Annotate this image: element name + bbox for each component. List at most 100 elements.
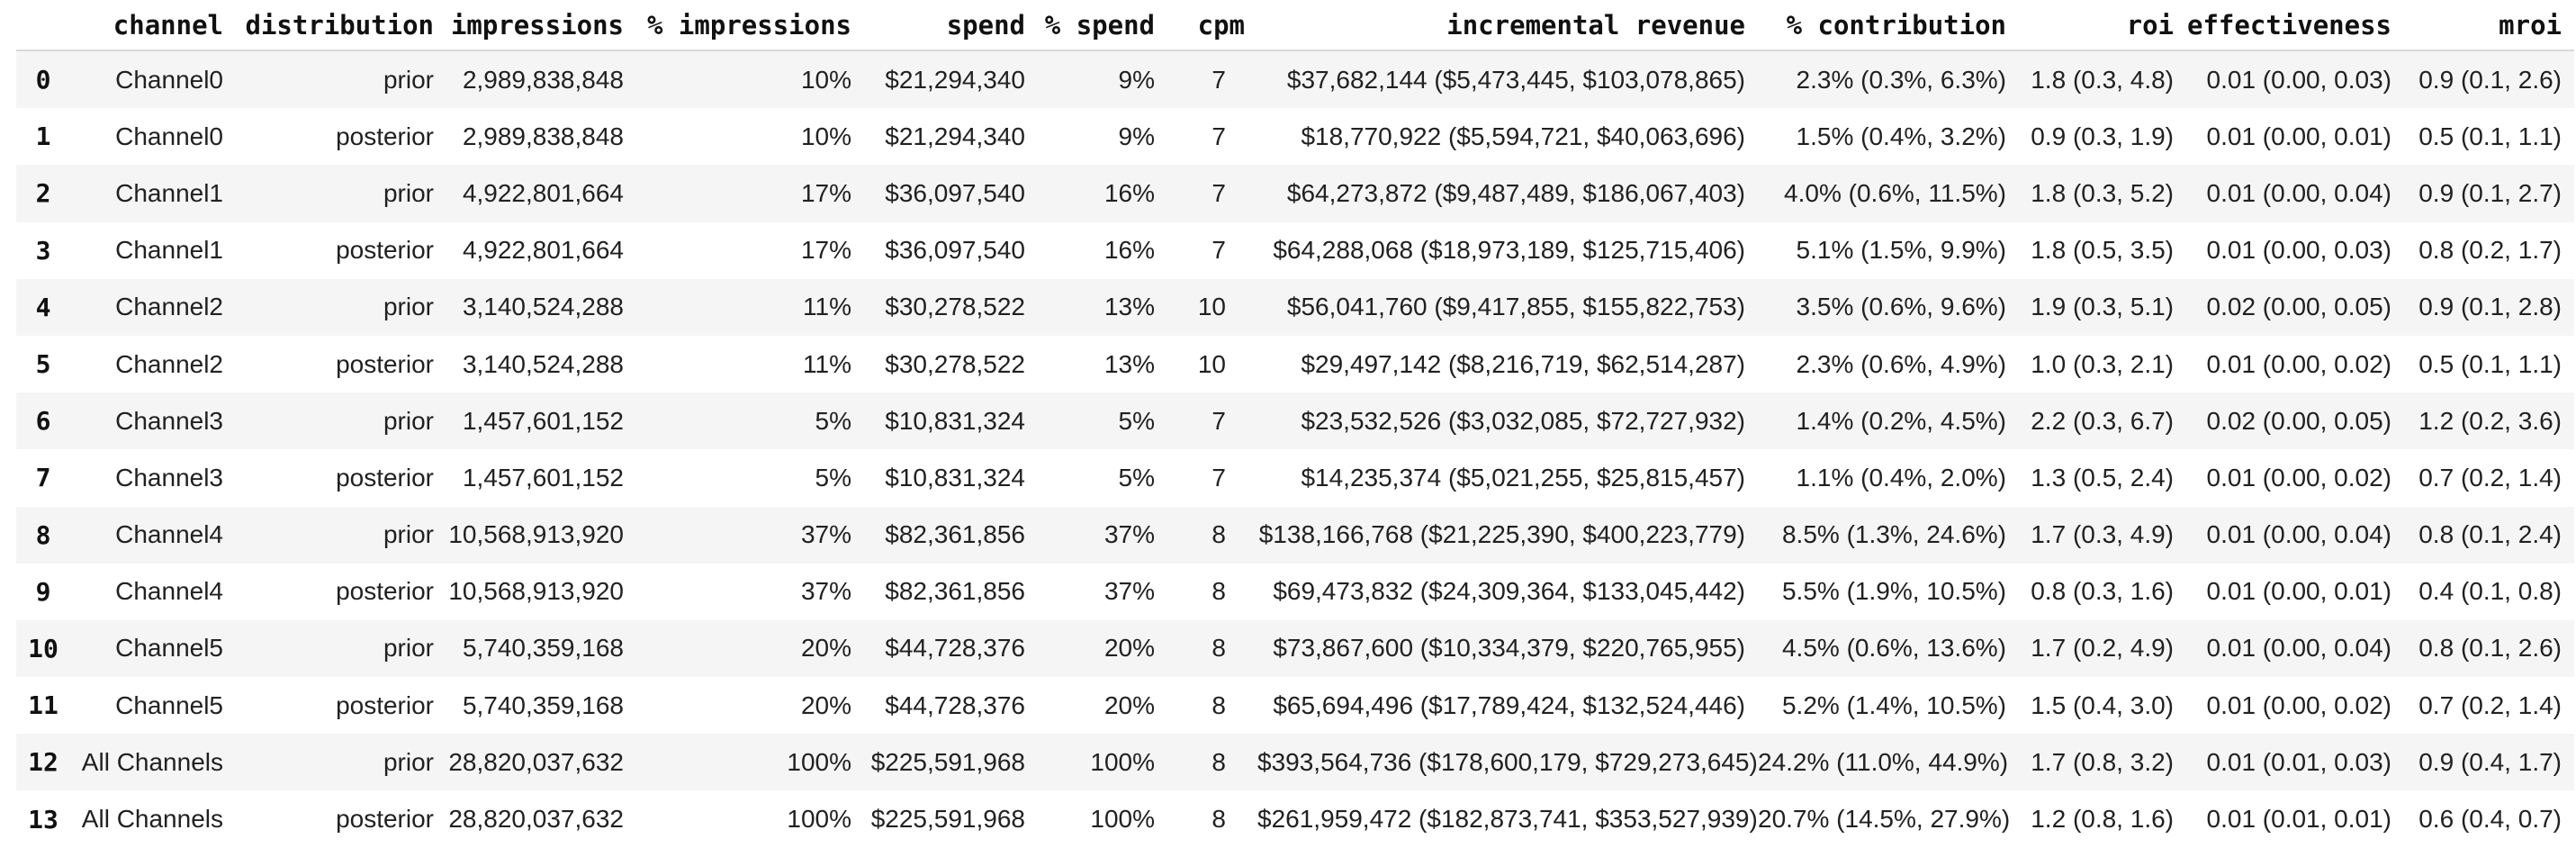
cell-pct-impressions: 11% <box>803 293 851 321</box>
cell-spend: $225,591,968 <box>870 805 1025 834</box>
column-header-pct-spend: % spend <box>1038 0 1167 51</box>
cell-cpm: 8 <box>1211 634 1226 663</box>
cell-pct-impressions: 100% <box>787 747 851 776</box>
cell-effectiveness: 0.01 (0.00, 0.01) <box>2206 122 2391 150</box>
cell-channel: Channel5 <box>115 634 223 663</box>
column-header-spend: spend <box>864 0 1038 51</box>
cell-impressions: 2,989,838,848 <box>462 65 624 94</box>
cell-cpm: 7 <box>1211 463 1226 492</box>
cell-channel: Channel5 <box>115 690 223 719</box>
cell-cpm: 8 <box>1211 690 1226 719</box>
cell-incremental-revenue: $393,564,736 ($178,600,179, $729,273,645… <box>1257 747 1758 776</box>
cell-pct-contribution: 4.0% (0.6%, 11.5%) <box>1784 178 2006 207</box>
cell-distribution: prior <box>383 406 434 435</box>
cell-pct-impressions: 17% <box>800 178 851 207</box>
cell-pct-contribution: 2.3% (0.6%, 4.9%) <box>1796 349 2006 378</box>
cell-channel: All Channels <box>81 747 223 776</box>
media-summary-table: channel distribution impressions% impressi… <box>16 0 2574 848</box>
table-row: 13 All Channels posterior 28,820,037,632 100… <box>16 790 2574 848</box>
cell-distribution: prior <box>383 747 434 776</box>
cell-pct-contribution: 1.1% (0.4%, 2.0%) <box>1796 463 2006 492</box>
cell-roi: 1.7 (0.8, 3.2) <box>2031 747 2174 776</box>
table-row: 5 Channel2 posterior 3,140,524,288 11% $30,27… <box>16 335 2574 393</box>
cell-spend: $21,294,340 <box>885 65 1025 94</box>
table-row: 6 Channel3 prior 1,457,601,152 5% $10,831,324… <box>16 392 2574 450</box>
row-index: 2 <box>35 178 51 209</box>
cell-distribution: prior <box>383 178 434 207</box>
cell-pct-spend: 100% <box>1090 805 1155 834</box>
cell-pct-spend: 13% <box>1103 293 1155 321</box>
table-body: 0 Channel0 prior 2,989,838,848 10% $21,294,34… <box>16 50 2574 848</box>
cell-pct-impressions: 100% <box>787 805 851 834</box>
cell-pct-impressions: 5% <box>815 463 851 492</box>
cell-pct-spend: 37% <box>1103 577 1155 606</box>
cell-pct-spend: 9% <box>1118 122 1155 150</box>
cell-roi: 1.8 (0.3, 5.2) <box>2031 178 2174 207</box>
cell-incremental-revenue: $261,959,472 ($182,873,741, $353,527,939… <box>1257 805 1758 834</box>
cell-effectiveness: 0.02 (0.00, 0.05) <box>2206 406 2391 435</box>
cell-spend: $36,097,540 <box>885 178 1025 207</box>
cell-impressions: 5,740,359,168 <box>462 634 624 663</box>
cell-effectiveness: 0.02 (0.00, 0.05) <box>2206 293 2391 321</box>
cell-roi: 2.2 (0.3, 6.7) <box>2031 406 2174 435</box>
cell-channel: Channel1 <box>115 178 223 207</box>
table-row: 0 Channel0 prior 2,989,838,848 10% $21,294,34… <box>16 50 2574 109</box>
cell-pct-impressions: 5% <box>815 406 851 435</box>
cell-effectiveness: 0.01 (0.01, 0.03) <box>2206 747 2391 776</box>
cell-distribution: posterior <box>336 236 434 265</box>
cell-mroi: 0.8 (0.2, 1.7) <box>2418 236 2562 265</box>
cell-pct-contribution: 24.2% (11.0%, 44.9%) <box>1758 747 2009 776</box>
cell-roi: 1.0 (0.3, 2.1) <box>2031 349 2174 378</box>
cell-distribution: prior <box>383 520 434 549</box>
column-header-distribution: distribution <box>236 0 446 51</box>
cell-distribution: prior <box>383 293 434 321</box>
cell-roi: 1.7 (0.3, 4.9) <box>2031 520 2174 549</box>
cell-spend: $36,097,540 <box>885 236 1025 265</box>
cell-channel: Channel3 <box>115 406 223 435</box>
row-index: 8 <box>35 519 51 550</box>
cell-pct-contribution: 1.4% (0.2%, 4.5%) <box>1796 406 2006 435</box>
cell-incremental-revenue: $18,770,922 ($5,594,721, $40,063,696) <box>1301 122 1745 150</box>
table-row: 7 Channel3 posterior 1,457,601,152 5% $10,831… <box>16 449 2574 507</box>
cell-roi: 1.9 (0.3, 5.1) <box>2031 293 2174 321</box>
cell-pct-spend: 5% <box>1118 406 1155 435</box>
cell-cpm: 8 <box>1211 520 1226 549</box>
cell-effectiveness: 0.01 (0.00, 0.03) <box>2206 65 2391 94</box>
cell-pct-contribution: 5.2% (1.4%, 10.5%) <box>1781 690 2006 719</box>
cell-pct-spend: 5% <box>1118 463 1155 492</box>
cell-distribution: prior <box>383 65 434 94</box>
cell-spend: $10,831,324 <box>885 463 1025 492</box>
cell-mroi: 0.9 (0.1, 2.8) <box>2418 293 2562 321</box>
cell-pct-impressions: 10% <box>800 65 851 94</box>
cell-effectiveness: 0.01 (0.01, 0.01) <box>2206 805 2391 834</box>
cell-distribution: posterior <box>336 690 434 719</box>
cell-cpm: 7 <box>1211 65 1226 94</box>
header-row: channel distribution impressions% impressi… <box>16 0 2574 51</box>
cell-distribution: posterior <box>336 463 434 492</box>
cell-incremental-revenue: $73,867,600 ($10,334,379, $220,765,955) <box>1273 634 1745 663</box>
cell-mroi: 0.5 (0.1, 1.1) <box>2418 349 2562 378</box>
cell-incremental-revenue: $64,273,872 ($9,487,489, $186,067,403) <box>1286 178 1745 207</box>
row-index: 10 <box>28 633 59 663</box>
column-header-incremental-revenue: incremental revenue <box>1257 0 1758 51</box>
cell-pct-spend: 20% <box>1103 634 1155 663</box>
cell-mroi: 0.4 (0.1, 0.8) <box>2418 577 2562 606</box>
cell-distribution: prior <box>383 634 434 663</box>
cell-channel: Channel0 <box>115 65 223 94</box>
cell-channel: All Channels <box>81 805 223 834</box>
row-index: 11 <box>28 690 59 721</box>
cell-pct-contribution: 3.5% (0.6%, 9.6%) <box>1796 293 2006 321</box>
cell-effectiveness: 0.01 (0.00, 0.04) <box>2206 634 2391 663</box>
cell-pct-contribution: 1.5% (0.4%, 3.2%) <box>1796 122 2006 150</box>
cell-incremental-revenue: $138,166,768 ($21,225,390, $400,223,779) <box>1258 520 1745 549</box>
cell-mroi: 0.8 (0.1, 2.4) <box>2418 520 2562 549</box>
cell-pct-contribution: 20.7% (14.5%, 27.9%) <box>1758 805 2011 834</box>
column-header-channel: channel <box>70 0 236 51</box>
table-row: 11 Channel5 posterior 5,740,359,168 20% $44,7… <box>16 677 2574 735</box>
row-index: 6 <box>35 406 51 437</box>
cell-cpm: 7 <box>1211 122 1226 150</box>
cell-spend: $30,278,522 <box>885 293 1025 321</box>
cell-impressions: 4,922,801,664 <box>462 178 624 207</box>
cell-pct-contribution: 2.3% (0.3%, 6.3%) <box>1796 65 2006 94</box>
